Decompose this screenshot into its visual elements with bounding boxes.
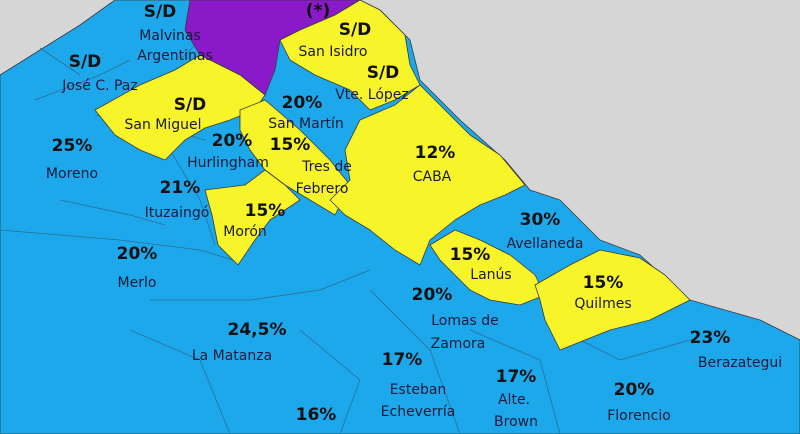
label-avellaneda-name: Avellaneda (507, 236, 584, 252)
label-lomas-de-zamora-name-2: Zamora (431, 336, 486, 352)
label-moreno-value: 25% (52, 136, 93, 156)
label-moron-name: Morón (223, 224, 267, 240)
label-berazategui-name: Berazategui (698, 355, 782, 371)
region-moron[interactable] (204, 169, 301, 266)
region-caba[interactable] (329, 84, 526, 266)
label-ezeiza-value: 16% (296, 405, 337, 425)
label-lanus-value: 15% (450, 245, 491, 265)
label-quilmes-value: 15% (583, 273, 624, 293)
label-merlo-value: 20% (117, 244, 158, 264)
label-hurlingham-value: 20% (212, 131, 253, 151)
region-quilmes[interactable] (534, 249, 691, 351)
label-jose-c-paz-name: José C. Paz (61, 78, 137, 94)
label-tigre-value: (*) (306, 1, 330, 21)
region-tres-de-febrero[interactable] (239, 99, 351, 216)
label-la-matanza-value: 24,5% (228, 320, 287, 340)
label-quilmes-name: Quilmes (574, 296, 631, 312)
label-moreno-name: Moreno (46, 166, 98, 182)
label-avellaneda-value: 30% (520, 210, 561, 230)
label-alte-brown-value: 17% (496, 367, 537, 387)
label-lanus-name: Lanús (470, 267, 511, 283)
label-vte-lopez-name: Vte. López (335, 87, 409, 103)
label-alte-brown-name-2: Brown (494, 414, 538, 430)
label-malvinas-name-1: Malvinas (139, 28, 200, 44)
label-malvinas-value: S/D (144, 2, 177, 22)
label-san-martin-name: San Martín (268, 116, 343, 132)
label-san-isidro-name: San Isidro (298, 44, 367, 60)
label-esteban-echeverria-value: 17% (382, 350, 423, 370)
label-berazategui-value: 23% (690, 328, 731, 348)
label-florencio-varela-name-1: Florencio (607, 408, 671, 424)
label-esteban-echeverria-name-2: Echeverría (381, 404, 456, 420)
label-san-martin-value: 20% (282, 93, 323, 113)
label-merlo-name: Merlo (118, 275, 157, 291)
label-caba-value: 12% (415, 143, 456, 163)
label-tres-de-febrero-name-1: Tres de (301, 159, 352, 175)
label-san-miguel-name: San Miguel (124, 117, 201, 133)
label-moron-value: 15% (245, 201, 286, 221)
label-la-matanza-name: La Matanza (192, 348, 272, 364)
labels: S/D Malvinas Argentinas (*) S/D José C. … (46, 1, 782, 430)
label-san-isidro-value: S/D (339, 20, 372, 40)
region-lanus[interactable] (429, 229, 546, 306)
region-san-isidro[interactable] (279, 0, 421, 111)
label-esteban-echeverria-name-1: Esteban (390, 382, 447, 398)
label-ituzaingo-name: Ituzaingó (145, 205, 210, 221)
label-caba-name: CABA (413, 169, 452, 185)
label-san-miguel-value: S/D (174, 95, 207, 115)
label-lomas-de-zamora-name-1: Lomas de (431, 313, 499, 329)
label-lomas-de-zamora-value: 20% (412, 285, 453, 305)
label-vte-lopez-value: S/D (367, 63, 400, 83)
label-alte-brown-name-1: Alte. (498, 392, 530, 408)
label-florencio-varela-value: 20% (614, 380, 655, 400)
label-tres-de-febrero-value: 15% (270, 135, 311, 155)
label-hurlingham-name: Hurlingham (187, 155, 269, 171)
label-ituzaingo-value: 21% (160, 178, 201, 198)
label-tres-de-febrero-name-2: Febrero (296, 181, 349, 197)
label-malvinas-name-2: Argentinas (137, 48, 213, 64)
label-jose-c-paz-value: S/D (69, 52, 102, 72)
